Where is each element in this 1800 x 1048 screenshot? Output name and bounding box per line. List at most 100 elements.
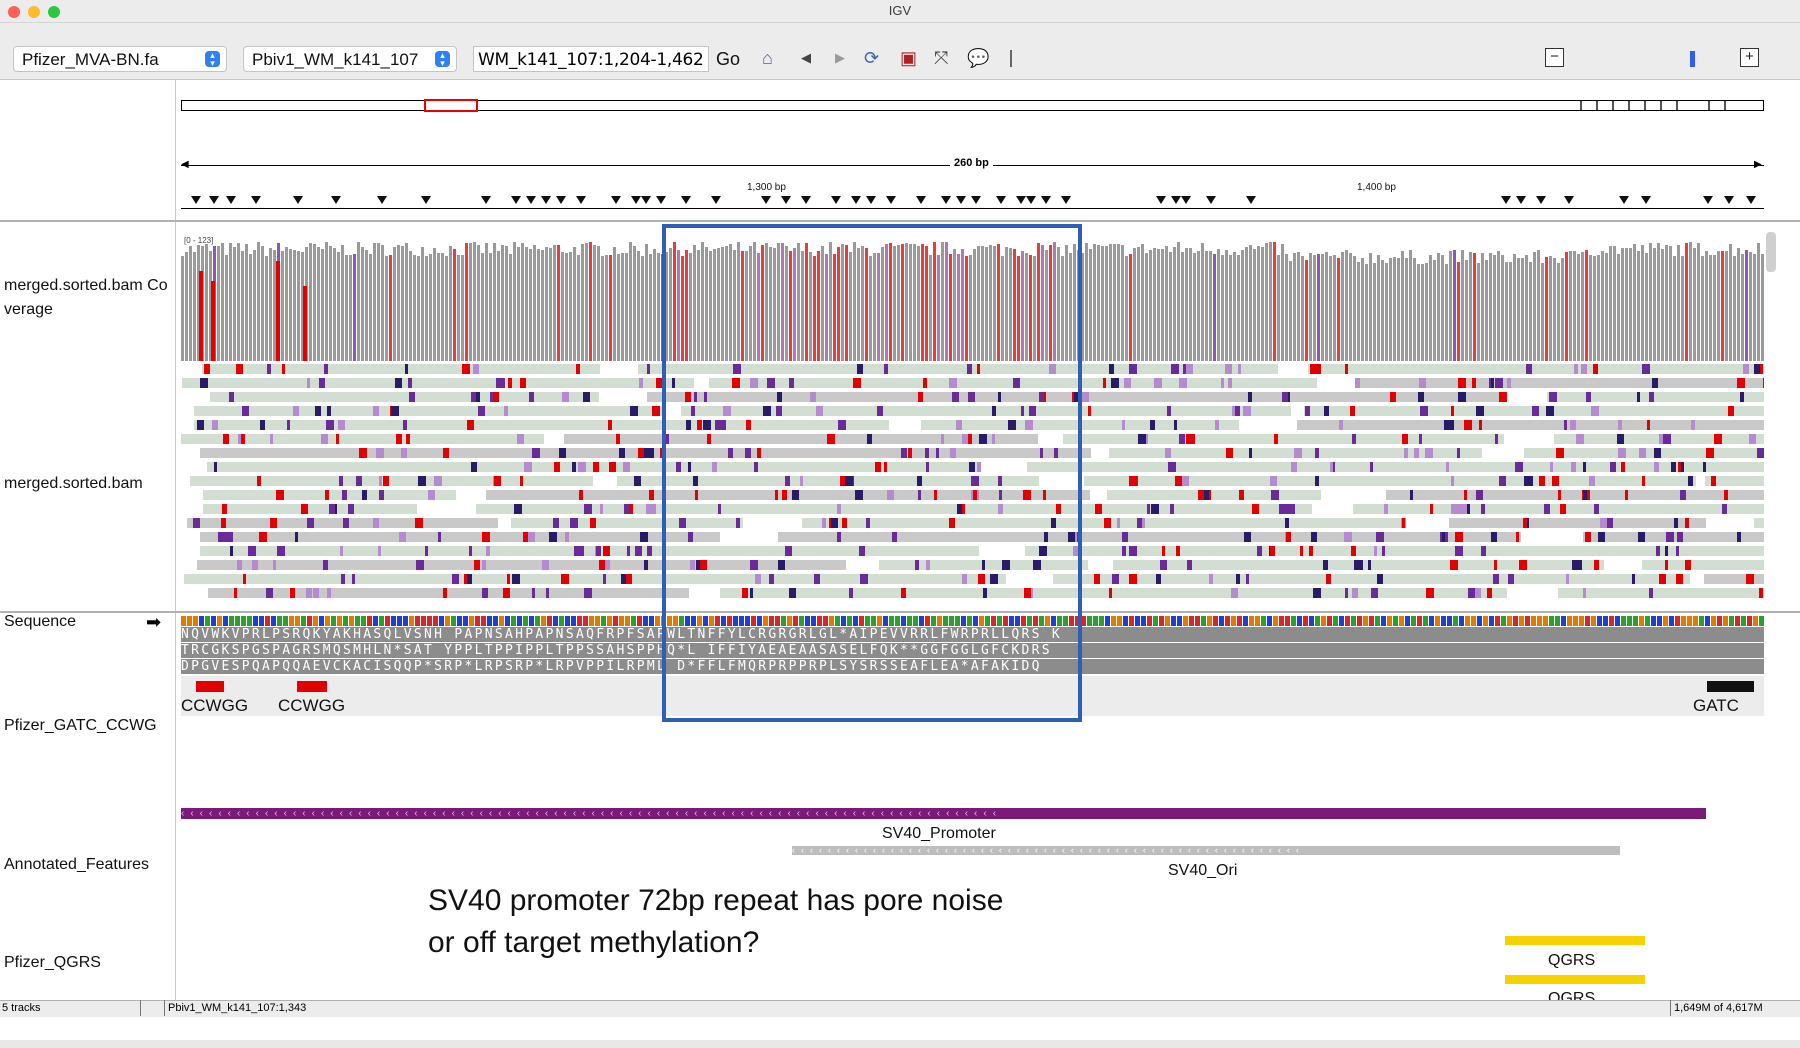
read[interactable] [203, 504, 417, 514]
read[interactable] [190, 476, 593, 486]
read[interactable] [202, 364, 600, 374]
read[interactable] [1547, 392, 1764, 402]
sv40-promoter-feature[interactable]: ‹‹‹‹‹‹‹‹‹‹‹‹‹‹‹‹‹‹‹‹‹‹‹‹‹‹‹‹‹‹‹‹‹‹‹‹‹‹‹‹… [181, 808, 1706, 819]
base [817, 616, 822, 626]
bam-track-label[interactable]: merged.sorted.bam [4, 475, 143, 492]
read[interactable] [1704, 574, 1764, 584]
read[interactable] [1386, 490, 1764, 500]
motif-track[interactable] [181, 676, 1764, 716]
read[interactable] [1558, 588, 1764, 598]
read-mismatch [867, 434, 872, 444]
read[interactable] [511, 518, 743, 528]
read[interactable] [182, 378, 694, 388]
motif-track-label[interactable]: Pfizer_GATC_CCWG [4, 717, 157, 734]
vertical-scrollbar[interactable] [1766, 232, 1776, 272]
read[interactable] [1025, 546, 1764, 556]
fit-icon[interactable]: ⤧ [934, 48, 949, 68]
read[interactable] [476, 504, 1312, 514]
read[interactable] [181, 434, 544, 444]
read[interactable] [778, 532, 1521, 542]
motif-feature[interactable] [1707, 681, 1754, 692]
base [1627, 616, 1632, 626]
zoom-slider-thumb[interactable] [1690, 51, 1695, 67]
read[interactable] [1297, 420, 1764, 430]
read[interactable] [1053, 574, 1690, 584]
strand-arrow-icon[interactable]: ➡ [146, 612, 162, 632]
read[interactable] [486, 490, 1090, 500]
read[interactable] [1642, 560, 1764, 570]
read[interactable] [1308, 364, 1764, 374]
read-mismatch [1610, 462, 1616, 472]
motif-feature[interactable] [297, 681, 327, 692]
read[interactable] [638, 364, 1278, 374]
chromosome-ideogram[interactable] [181, 100, 1764, 111]
read[interactable] [1353, 504, 1764, 514]
read[interactable] [208, 588, 689, 598]
read[interactable] [1754, 518, 1764, 528]
base [1723, 616, 1728, 626]
go-button[interactable]: Go [716, 49, 741, 69]
read[interactable] [802, 518, 1405, 528]
coverage-bar [1013, 249, 1016, 361]
read[interactable] [200, 546, 979, 556]
read[interactable] [200, 532, 720, 542]
qgrs-feature[interactable] [1505, 975, 1645, 984]
popup-icon[interactable]: 💬 [967, 48, 990, 68]
read[interactable] [1449, 518, 1706, 528]
current-view-indicator[interactable] [424, 99, 478, 112]
base [277, 616, 282, 626]
zoom-slider[interactable] [1570, 46, 1740, 111]
read[interactable] [194, 420, 889, 430]
home-icon[interactable]: ⌂ [762, 48, 773, 68]
read[interactable] [681, 406, 1291, 416]
read[interactable] [1084, 476, 1696, 486]
coverage-track[interactable] [181, 236, 1764, 361]
read[interactable] [203, 490, 456, 500]
read[interactable] [184, 574, 1006, 584]
read[interactable] [617, 476, 1039, 486]
coverage-bar [689, 253, 692, 361]
zoom-window-button[interactable] [48, 6, 60, 18]
sequence-track-label[interactable]: Sequence [4, 613, 77, 630]
qgrs-feature[interactable] [1505, 936, 1645, 945]
motif-feature[interactable] [196, 681, 224, 692]
roi-icon[interactable]: ▣ [900, 48, 918, 68]
read[interactable] [1355, 378, 1764, 388]
minimize-window-button[interactable] [28, 6, 40, 18]
read[interactable] [1063, 434, 1504, 444]
chromosome-select[interactable]: Pbiv1_WM_k141_107 ▴ ▾ [243, 46, 457, 72]
read[interactable] [187, 518, 498, 528]
reference-sequence-bases[interactable] [181, 616, 1764, 626]
coverage-bar [481, 253, 484, 361]
read-mismatch [523, 532, 529, 542]
alignment-reads[interactable] [181, 362, 1764, 607]
sv40-ori-feature[interactable]: ‹‹‹‹‹‹‹‹‹‹‹‹‹‹‹‹‹‹‹‹‹‹‹‹‹‹‹‹‹‹‹‹‹‹‹‹‹‹‹‹… [792, 846, 1620, 855]
base [493, 616, 498, 626]
read[interactable] [197, 560, 846, 570]
read[interactable] [1107, 490, 1321, 500]
qgrs-track-label[interactable]: Pfizer_QGRS [4, 954, 101, 971]
coverage-bar [313, 244, 316, 361]
coverage-bar [193, 252, 196, 361]
read[interactable] [194, 406, 662, 416]
read[interactable] [720, 588, 1507, 598]
close-window-button[interactable] [8, 6, 20, 18]
coverage-bar [1533, 252, 1536, 361]
refresh-icon[interactable]: ⟳ [864, 48, 880, 68]
read-mismatch [1137, 518, 1143, 528]
zoom-out-button[interactable]: − [1545, 48, 1564, 67]
coverage-track-label[interactable]: merged.sorted.bam Co verage [4, 277, 168, 318]
back-icon[interactable]: ◀ [801, 50, 811, 65]
read[interactable] [1027, 462, 1764, 472]
coverage-bar [1229, 255, 1232, 361]
forward-icon[interactable]: ▶ [835, 50, 845, 65]
genome-select[interactable]: Pfizer_MVA-BN.fa ▴ ▾ [13, 46, 227, 72]
features-track-label[interactable]: Annotated_Features [4, 856, 149, 873]
zoom-in-button[interactable]: + [1740, 48, 1759, 67]
read[interactable] [564, 434, 1038, 444]
read[interactable] [1705, 476, 1764, 486]
locus-input[interactable]: WM_k141_107:1,204-1,462 [473, 46, 709, 72]
read-mismatch [1703, 462, 1706, 472]
read-mismatch [1209, 574, 1213, 584]
read[interactable] [210, 392, 599, 402]
